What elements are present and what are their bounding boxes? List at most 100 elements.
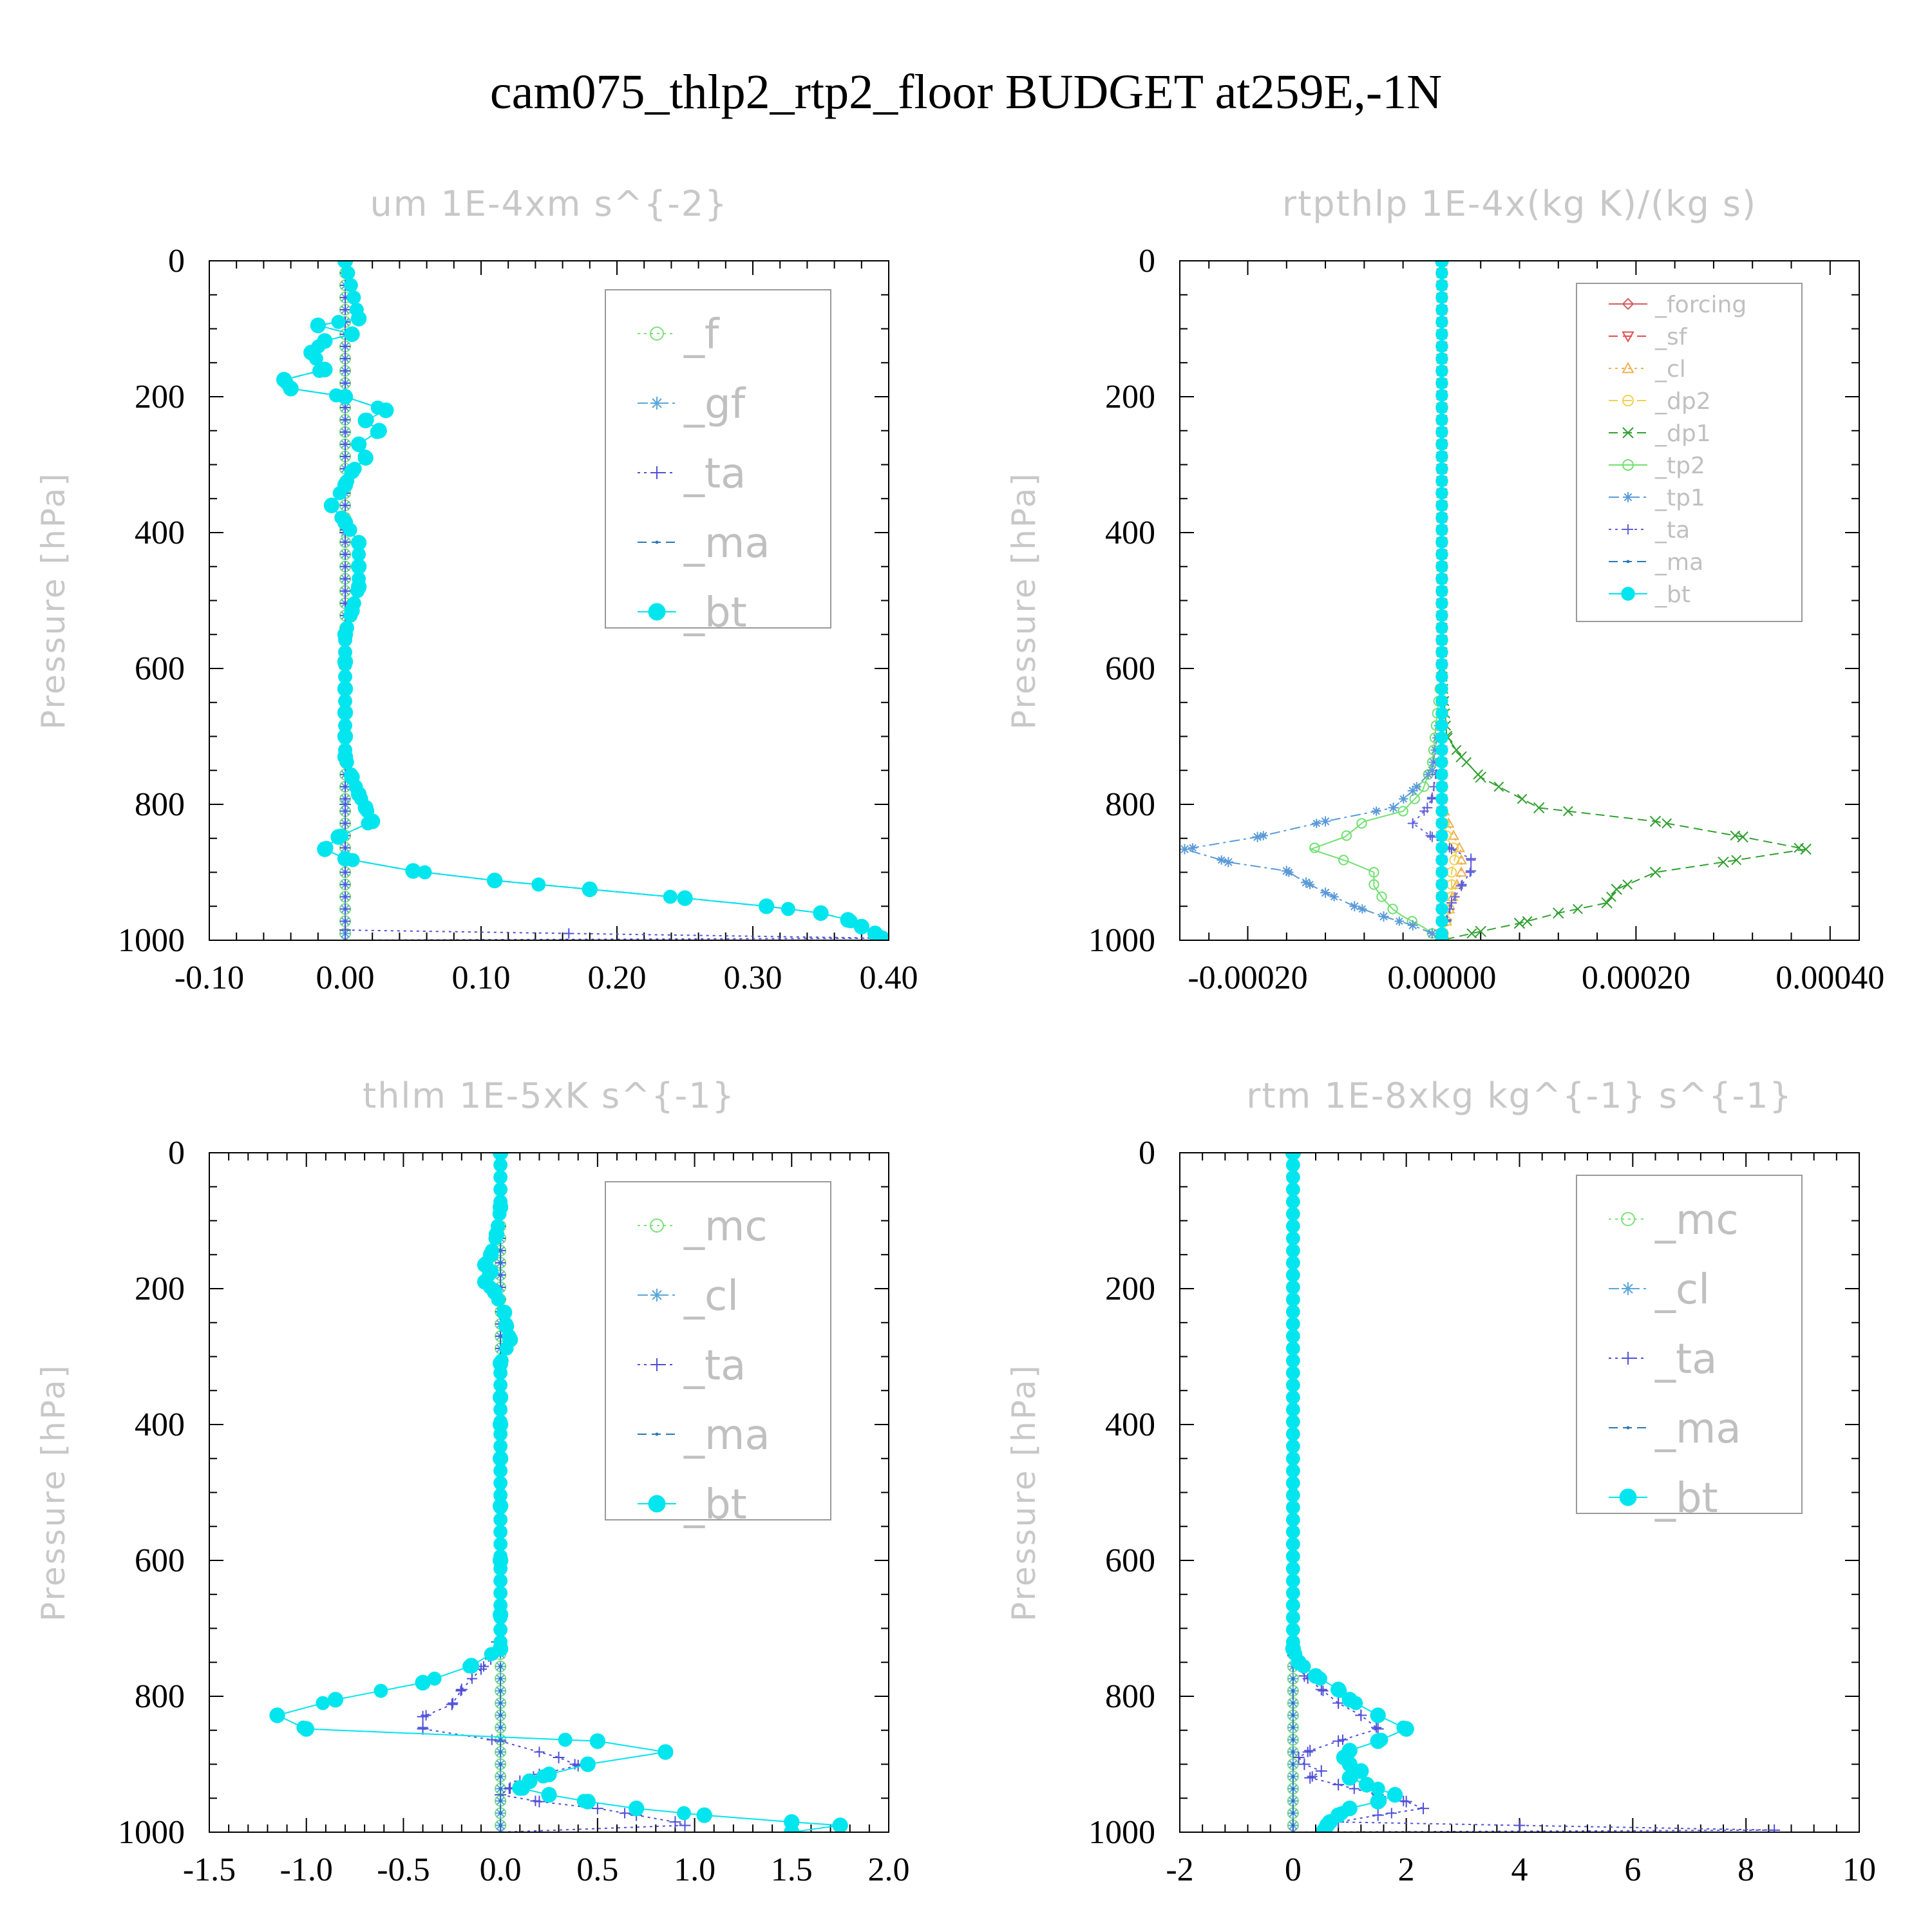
chart-panel-2: rtpthlp 1E-4x(kg K)/(kg s) Pressure [hPa]…: [1005, 184, 1884, 996]
data-point: [1435, 524, 1448, 536]
legend-label: _mc: [1654, 1197, 1739, 1244]
data-point: [339, 904, 351, 914]
data-point: [498, 1714, 502, 1718]
data-point: [339, 377, 351, 388]
x-tick-label: -1.0: [280, 1852, 333, 1888]
data-point: [1388, 802, 1399, 813]
data-point: [417, 865, 432, 880]
data-point: [1394, 916, 1405, 926]
data-point: [1649, 815, 1662, 828]
data-point: [1217, 855, 1226, 865]
y-tick-label: 400: [135, 1406, 185, 1443]
data-point: [339, 451, 351, 462]
y-axis-label: Pressure [hPa]: [1005, 1363, 1043, 1622]
data-point: [1397, 806, 1408, 817]
data-point: [1435, 621, 1448, 634]
data-point: [1285, 1231, 1300, 1245]
data-point: [1285, 1622, 1300, 1637]
legend-label: _bt: [1654, 1475, 1718, 1522]
data-point: [498, 1334, 502, 1338]
data-point: [1475, 925, 1486, 937]
data-point: [498, 1273, 502, 1277]
data-point: [1285, 1365, 1300, 1380]
data-point: [498, 1750, 502, 1754]
data-point: [493, 1378, 508, 1392]
data-point: [1285, 1610, 1300, 1625]
legend-marker: [1621, 587, 1635, 601]
legend-marker: [1622, 1282, 1634, 1295]
x-tick-label: 0.00020: [1582, 960, 1690, 996]
data-point: [498, 1677, 502, 1681]
data-point: [311, 339, 326, 354]
y-tick-label: 400: [1105, 1406, 1155, 1443]
data-point: [1180, 844, 1190, 855]
data-point: [1285, 1243, 1300, 1258]
figure-title: cam075_thlp2_rtp2_floor BUDGET at259E,-1…: [490, 65, 1442, 119]
y-tick-label: 600: [135, 650, 185, 687]
data-point: [340, 473, 355, 488]
data-point: [1285, 1598, 1300, 1613]
data-point: [1435, 853, 1448, 867]
data-point: [339, 879, 351, 890]
data-point: [1435, 536, 1448, 549]
data-point: [498, 1738, 502, 1742]
data-point: [343, 608, 358, 623]
data-point: [1368, 879, 1379, 890]
legend-label: _mc: [683, 1203, 768, 1251]
legend-entry: _bt: [1609, 1475, 1718, 1522]
data-point: [339, 536, 351, 547]
data-point: [334, 510, 349, 525]
series-line-tp2: [1309, 261, 1443, 940]
data-point: [339, 573, 351, 584]
legend-label: _ma: [683, 1412, 770, 1459]
data-point: [1376, 891, 1387, 902]
data-point: [1285, 1378, 1300, 1392]
data-point: [564, 928, 574, 939]
panel-title: rtm 1E-8xkg kg^{-1} s^{-1}: [1246, 1075, 1793, 1116]
data-point: [1426, 794, 1437, 804]
data-point: [1291, 1823, 1295, 1827]
x-tick-label: 2: [1398, 1852, 1415, 1888]
data-point: [502, 1329, 516, 1343]
legend-marker: [650, 1218, 664, 1233]
legend-label: _dp2: [1654, 388, 1711, 415]
data-point: [1349, 1696, 1363, 1710]
legend-box: [1576, 283, 1803, 622]
y-tick-label: 1000: [1088, 1814, 1155, 1851]
data-point: [339, 818, 351, 829]
data-point: [1435, 731, 1448, 744]
data-point: [338, 718, 352, 733]
data-point: [417, 1722, 428, 1733]
data-point: [339, 934, 351, 940]
data-point: [332, 486, 347, 500]
data-point: [758, 898, 775, 914]
data-point: [498, 1823, 502, 1827]
legend-marker: [1622, 331, 1634, 343]
legend-entry: _dp1: [1609, 421, 1711, 447]
data-point: [1435, 340, 1448, 353]
data-point: [1284, 867, 1294, 877]
legend: _forcing _sf _cl _dp2 _dp1 _tp2 _tp1 _ta _ma _bt: [1576, 283, 1803, 622]
data-point: [343, 522, 357, 537]
data-point: [344, 767, 359, 782]
data-point: [1461, 757, 1472, 768]
data-point: [308, 351, 323, 366]
data-point: [1285, 1219, 1300, 1233]
data-point: [1372, 1723, 1384, 1735]
data-point: [493, 1463, 508, 1478]
series-group: [269, 1153, 848, 1832]
data-point: [1312, 819, 1321, 828]
data-point: [1435, 585, 1448, 598]
data-point: [1287, 1826, 1299, 1832]
data-point: [1285, 1329, 1300, 1343]
data-point: [1407, 785, 1418, 796]
data-point: [1493, 781, 1504, 792]
y-axis-label: Pressure [hPa]: [35, 1363, 72, 1622]
data-point: [1304, 1772, 1316, 1784]
data-point: [484, 1243, 499, 1258]
data-point: [421, 1710, 431, 1721]
data-point: [1285, 1267, 1300, 1282]
data-point: [340, 620, 354, 635]
y-tick-label: 1000: [118, 922, 185, 959]
data-point: [1285, 1573, 1300, 1588]
